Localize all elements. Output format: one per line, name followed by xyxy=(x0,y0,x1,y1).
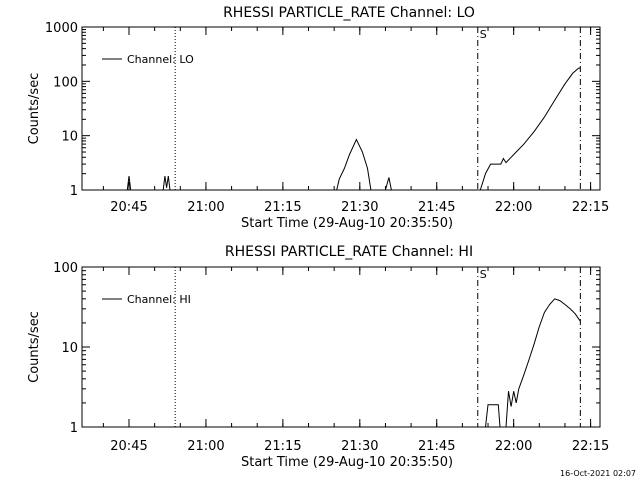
x-tick-label: 21:45 xyxy=(418,439,455,454)
x-tick-label: 21:15 xyxy=(264,200,301,215)
legend-label: Channel: HI xyxy=(127,293,191,306)
y-axis-label: Counts/sec xyxy=(27,73,42,145)
x-axis-label: Start Time (29-Aug-10 20:35:50) xyxy=(241,455,453,470)
y-tick-label: 10 xyxy=(61,341,78,356)
hi-channel-panel: RHESSI PARTICLE_RATE Channel: HI 1 10 100 20… xyxy=(27,244,609,470)
lo-channel-panel: RHESSI PARTICLE_RATE Channel: LO 1 10 100 10… xyxy=(27,5,609,231)
legend-label: Channel: LO xyxy=(127,53,194,66)
y-axis-label: Counts/sec xyxy=(27,311,42,383)
x-tick-label: 21:00 xyxy=(187,439,224,454)
x-tick-label: 22:15 xyxy=(572,200,609,215)
chart-title: RHESSI PARTICLE_RATE Channel: HI xyxy=(225,244,473,260)
time-marker-label: S xyxy=(480,28,487,41)
x-tick-label: 21:30 xyxy=(341,200,378,215)
time-marker-label: S xyxy=(480,268,487,281)
y-tick-label: 100 xyxy=(53,75,78,90)
series-line xyxy=(485,298,581,428)
y-tick-label: 1 xyxy=(70,421,78,436)
y-tick-label: 10 xyxy=(61,130,78,145)
x-tick-label: 20:45 xyxy=(110,439,147,454)
plot-frame xyxy=(81,266,601,428)
plot-frame xyxy=(81,26,601,191)
x-tick-label: 21:00 xyxy=(187,200,224,215)
x-axis-label: Start Time (29-Aug-10 20:35:50) xyxy=(241,216,453,231)
generation-timestamp: 16-Oct-2021 02:07 xyxy=(560,469,636,478)
chart-title: RHESSI PARTICLE_RATE Channel: LO xyxy=(223,5,475,21)
x-tick-label: 22:00 xyxy=(495,439,532,454)
x-tick-label: 21:45 xyxy=(418,200,455,215)
series-line xyxy=(126,67,581,191)
y-tick-label: 1000 xyxy=(45,21,78,36)
y-tick-label: 1 xyxy=(70,184,78,199)
x-tick-label: 22:15 xyxy=(572,439,609,454)
x-tick-label: 22:00 xyxy=(495,200,532,215)
x-tick-label: 20:45 xyxy=(110,200,147,215)
x-tick-label: 21:15 xyxy=(264,439,301,454)
x-tick-label: 21:30 xyxy=(341,439,378,454)
y-tick-label: 100 xyxy=(53,261,78,276)
